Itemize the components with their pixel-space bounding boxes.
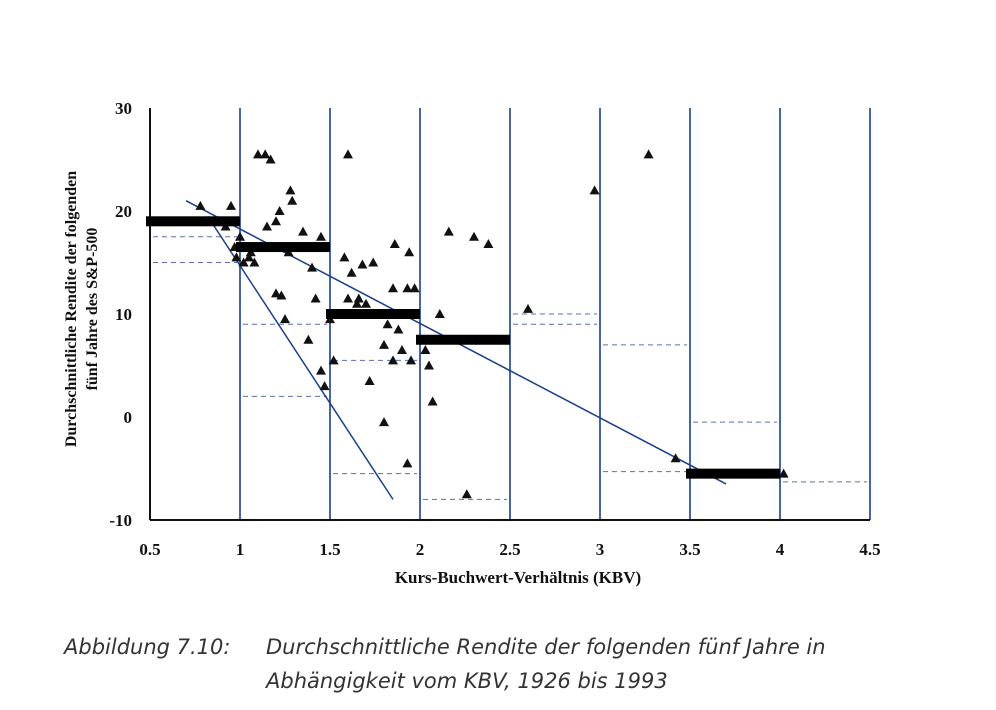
data-point-7 xyxy=(244,252,254,262)
x-tick-label-1: 1 xyxy=(236,540,245,559)
data-point-50 xyxy=(388,355,398,365)
y-tick-label-1: 20 xyxy=(115,202,132,221)
data-point-40 xyxy=(402,283,413,293)
data-point-28 xyxy=(343,149,353,159)
x-axis-title: Kurs-Buchwert-Verhältnis (KBV) xyxy=(395,568,641,587)
data-point-39 xyxy=(388,283,398,293)
y-axis-title-line-1: Durchschnittliche Rendite der folgenden xyxy=(63,171,80,447)
range-mean-bar-4 xyxy=(686,468,780,479)
x-tick-label-0: 0.5 xyxy=(139,540,160,559)
data-point-4 xyxy=(235,231,245,241)
data-point-68 xyxy=(778,468,789,478)
data-point-65 xyxy=(643,149,654,159)
figure-caption: Abbildung 7.10: Durchschnittliche Rendite… xyxy=(64,630,924,698)
caption-label: Abbildung 7.10: xyxy=(64,635,231,659)
y-tick-label-0: 30 xyxy=(115,99,132,118)
data-point-49 xyxy=(424,360,434,370)
y-tick-label-2: 10 xyxy=(115,305,132,324)
data-point-32 xyxy=(346,267,357,277)
data-point-19 xyxy=(316,231,326,241)
range-mean-bar-3 xyxy=(416,334,510,345)
data-point-29 xyxy=(339,252,350,262)
data-point-6 xyxy=(238,257,249,267)
data-point-56 xyxy=(427,396,438,406)
x-tick-label-5: 3 xyxy=(596,540,605,559)
data-point-38 xyxy=(404,247,415,257)
data-point-52 xyxy=(316,365,326,375)
data-point-1 xyxy=(226,200,236,210)
data-point-14 xyxy=(274,206,285,215)
data-point-15 xyxy=(285,185,296,195)
data-point-44 xyxy=(393,324,404,334)
data-point-33 xyxy=(343,293,353,303)
data-point-17 xyxy=(262,221,272,231)
data-point-61 xyxy=(483,238,494,248)
data-point-48 xyxy=(420,345,431,355)
data-point-25 xyxy=(280,314,290,324)
data-point-36 xyxy=(352,298,362,308)
data-point-59 xyxy=(443,226,454,236)
data-point-62 xyxy=(461,489,472,499)
data-point-30 xyxy=(357,259,368,269)
range-mean-bar-0 xyxy=(146,216,240,227)
data-point-8 xyxy=(249,257,260,267)
data-point-34 xyxy=(353,293,364,303)
data-point-22 xyxy=(271,288,281,298)
range-mean-bar-1 xyxy=(236,242,330,253)
trend-line-1 xyxy=(206,215,394,500)
data-point-64 xyxy=(589,185,600,195)
range-mean-bar-2 xyxy=(326,309,420,319)
data-point-47 xyxy=(406,355,416,365)
data-point-41 xyxy=(409,283,420,293)
data-point-21 xyxy=(307,262,317,272)
x-tick-label-4: 2.5 xyxy=(499,540,520,559)
data-point-0 xyxy=(195,200,206,210)
data-point-26 xyxy=(303,334,314,344)
data-point-43 xyxy=(382,319,393,329)
data-point-12 xyxy=(265,154,276,164)
data-point-57 xyxy=(402,458,413,468)
data-point-45 xyxy=(379,339,389,349)
caption-line-2: Abhängigkeit vom KBV, 1926 bis 1993 xyxy=(266,669,668,693)
data-point-58 xyxy=(434,309,445,318)
data-point-46 xyxy=(397,345,407,355)
caption-line-1: Durchschnittliche Rendite der folgenden … xyxy=(266,635,826,659)
data-point-35 xyxy=(361,298,371,308)
y-tick-label-4: -10 xyxy=(109,511,132,530)
data-point-16 xyxy=(287,195,298,205)
x-tick-label-8: 4.5 xyxy=(859,540,880,559)
data-point-60 xyxy=(469,231,479,241)
data-point-18 xyxy=(298,226,308,236)
data-point-23 xyxy=(276,290,287,300)
data-point-10 xyxy=(253,149,263,159)
data-point-66 xyxy=(670,453,681,463)
x-tick-label-6: 3.5 xyxy=(679,540,700,559)
data-point-37 xyxy=(389,238,400,248)
x-tick-label-3: 2 xyxy=(416,540,425,559)
y-axis-title-line-2: fünf Jahre des S&P-500 xyxy=(84,228,101,391)
y-tick-label-3: 0 xyxy=(124,408,133,427)
x-tick-label-7: 4 xyxy=(776,540,785,559)
data-point-11 xyxy=(260,149,271,159)
data-point-51 xyxy=(328,355,339,365)
data-point-63 xyxy=(523,303,533,313)
data-point-54 xyxy=(364,375,375,385)
data-point-53 xyxy=(319,381,330,391)
data-point-13 xyxy=(271,216,281,226)
data-point-5 xyxy=(231,252,242,262)
x-tick-label-2: 1.5 xyxy=(319,540,340,559)
scatter-chart: 0.5 1 1.5 2 2.5 3 3.5 4 4.5 30 20 10 0 -10 Kurs-Buchwe… xyxy=(63,99,881,587)
data-point-55 xyxy=(379,417,389,427)
data-point-31 xyxy=(368,257,379,267)
data-point-24 xyxy=(310,293,321,303)
